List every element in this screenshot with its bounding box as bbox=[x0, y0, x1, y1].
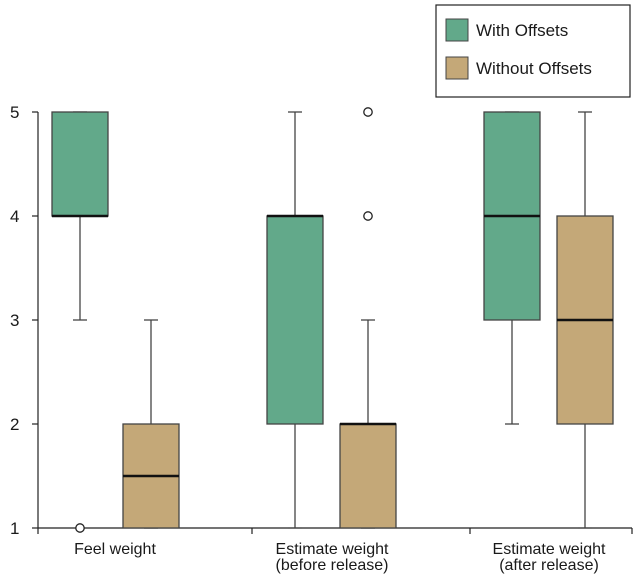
legend-label-2: Without Offsets bbox=[476, 59, 592, 78]
box-without-offsets-1 bbox=[122, 319, 180, 529]
legend-swatch-1 bbox=[445, 18, 469, 42]
box-with-offsets-1 bbox=[51, 111, 109, 533]
box-layer bbox=[51, 107, 614, 533]
iqr-box bbox=[266, 215, 324, 425]
category-label-3-line2: (after release) bbox=[499, 557, 599, 574]
category-label-3: Estimate weight bbox=[493, 541, 606, 558]
y-tick-label-2: 2 bbox=[10, 415, 19, 434]
outlier-point bbox=[363, 211, 373, 221]
legend-swatch-2 bbox=[445, 56, 469, 80]
outlier-point bbox=[363, 107, 373, 117]
y-tick-label-1: 1 bbox=[10, 519, 19, 538]
box-without-offsets-2 bbox=[339, 107, 397, 529]
y-tick-label-4: 4 bbox=[10, 207, 19, 226]
category-label-1: Feel weight bbox=[74, 541, 156, 558]
legend-label-1: With Offsets bbox=[476, 21, 568, 40]
box-with-offsets-2 bbox=[266, 111, 324, 529]
category-label-2-line2: (before release) bbox=[276, 557, 389, 574]
iqr-box bbox=[339, 423, 397, 529]
legend: With Offsets Without Offsets bbox=[435, 4, 631, 98]
box-without-offsets-3 bbox=[556, 111, 614, 529]
outlier-point bbox=[75, 523, 85, 533]
iqr-box bbox=[51, 111, 109, 217]
category-label-2: Estimate weight bbox=[276, 541, 389, 558]
y-tick-label-3: 3 bbox=[10, 311, 19, 330]
box-with-offsets-3 bbox=[483, 111, 541, 425]
y-tick-label-5: 5 bbox=[10, 103, 19, 122]
category-label-layer: Feel weight Estimate weight(before releas… bbox=[74, 541, 606, 574]
